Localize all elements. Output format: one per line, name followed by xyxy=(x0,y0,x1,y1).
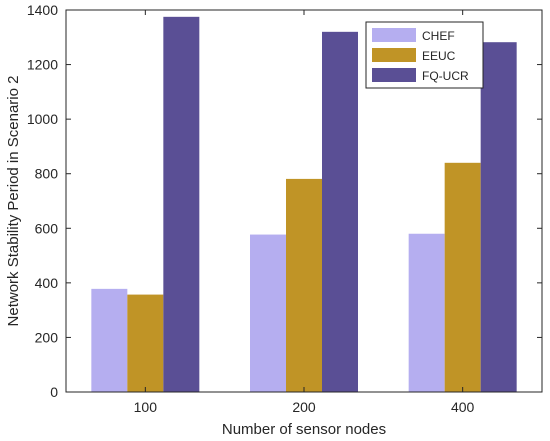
bar-fq-ucr-200 xyxy=(322,31,358,392)
y-tick-label: 1400 xyxy=(27,2,58,18)
legend-swatch-chef xyxy=(372,28,416,42)
bar-fq-ucr-100 xyxy=(163,16,200,392)
axes-layer: 100 200 400 0 200 400 600 800 1000 1200 1400 xyxy=(27,2,542,415)
legend-label-eeuc: EEUC xyxy=(422,49,456,63)
x-tick-label: 400 xyxy=(451,399,475,415)
y-tick-label: 800 xyxy=(35,166,59,182)
bar-fq-ucr-400 xyxy=(480,42,517,392)
legend-label-chef: CHEF xyxy=(422,29,455,43)
x-axis-label: Number of sensor nodes xyxy=(222,421,386,438)
bars-layer xyxy=(91,16,517,392)
bar-eeuc-200 xyxy=(286,178,322,392)
bar-eeuc-100 xyxy=(127,294,164,392)
y-tick-label: 200 xyxy=(35,329,59,345)
y-axis-label: Network Stability Period in Scenario 2 xyxy=(5,76,22,327)
legend-swatch-eeuc xyxy=(372,48,416,62)
y-tick-label: 400 xyxy=(35,275,59,291)
y-tick-label: 1000 xyxy=(27,111,58,127)
bar-chef-400 xyxy=(408,233,445,392)
x-tick-label: 200 xyxy=(292,399,316,415)
bar-eeuc-400 xyxy=(444,162,481,392)
y-tick-label: 600 xyxy=(35,220,59,236)
x-tick-label: 100 xyxy=(134,399,158,415)
bar-chef-100 xyxy=(91,288,128,392)
legend: CHEF EEUC FQ-UCR xyxy=(365,21,484,89)
y-tick-label: 1200 xyxy=(27,57,58,73)
y-tick-label: 0 xyxy=(50,384,58,400)
legend-label-fq-ucr: FQ-UCR xyxy=(422,69,469,83)
legend-swatch-fq-ucr xyxy=(372,68,416,82)
bar-chef-200 xyxy=(250,234,286,392)
